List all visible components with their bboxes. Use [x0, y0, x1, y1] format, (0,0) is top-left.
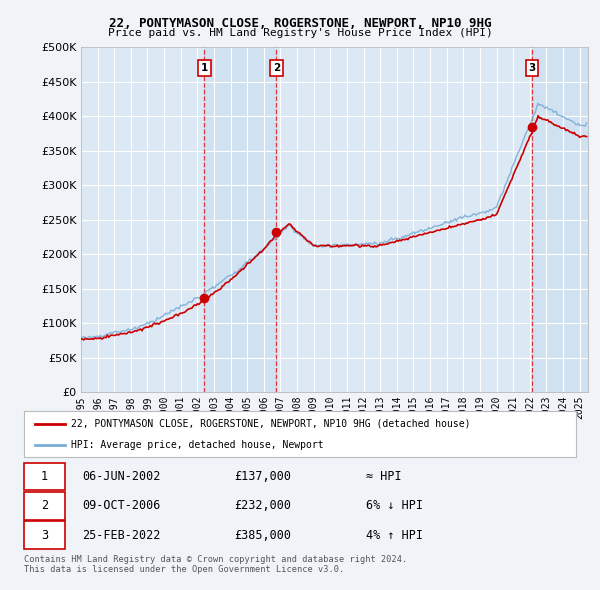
Text: 09-OCT-2006: 09-OCT-2006	[82, 499, 160, 513]
Text: 1: 1	[41, 470, 48, 483]
Text: 6% ↓ HPI: 6% ↓ HPI	[366, 499, 423, 513]
Bar	[532, 47, 588, 392]
Text: £232,000: £232,000	[234, 499, 291, 513]
FancyBboxPatch shape	[24, 492, 65, 520]
Text: Price paid vs. HM Land Registry's House Price Index (HPI): Price paid vs. HM Land Registry's House …	[107, 28, 493, 38]
FancyBboxPatch shape	[24, 522, 65, 549]
Text: 22, PONTYMASON CLOSE, ROGERSTONE, NEWPORT, NP10 9HG (detached house): 22, PONTYMASON CLOSE, ROGERSTONE, NEWPOR…	[71, 419, 470, 429]
FancyBboxPatch shape	[24, 463, 65, 490]
Text: HPI: Average price, detached house, Newport: HPI: Average price, detached house, Newp…	[71, 440, 323, 450]
Text: 4% ↑ HPI: 4% ↑ HPI	[366, 529, 423, 542]
Text: 25-FEB-2022: 25-FEB-2022	[82, 529, 160, 542]
Text: 3: 3	[41, 529, 48, 542]
Text: 2: 2	[272, 63, 280, 73]
Bar	[205, 47, 277, 392]
Text: 2: 2	[41, 499, 48, 513]
Text: ≈ HPI: ≈ HPI	[366, 470, 402, 483]
Text: 1: 1	[201, 63, 208, 73]
Text: £385,000: £385,000	[234, 529, 291, 542]
Text: 22, PONTYMASON CLOSE, ROGERSTONE, NEWPORT, NP10 9HG: 22, PONTYMASON CLOSE, ROGERSTONE, NEWPOR…	[109, 17, 491, 30]
Text: Contains HM Land Registry data © Crown copyright and database right 2024.
This d: Contains HM Land Registry data © Crown c…	[24, 555, 407, 574]
Text: 06-JUN-2002: 06-JUN-2002	[82, 470, 160, 483]
Text: 3: 3	[529, 63, 536, 73]
Text: £137,000: £137,000	[234, 470, 291, 483]
